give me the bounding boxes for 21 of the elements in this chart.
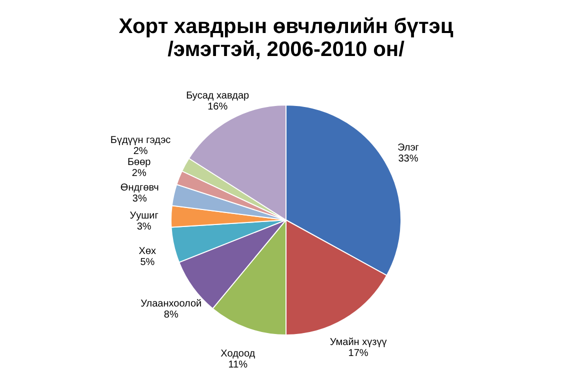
slice-label: Хөх <box>138 246 156 257</box>
slice-label: Өндгөвч <box>120 182 159 194</box>
slice-label: Ходоод <box>220 348 256 360</box>
slice-label: Уушиг <box>130 210 159 222</box>
data-label: 11% <box>228 360 248 371</box>
data-label: 5% <box>140 256 155 268</box>
chart-title: Хорт хавдрын өвчлөлийн бүтэц /эмэгтэй, 2006-2010 он/ <box>118 15 454 61</box>
data-label: 16% <box>208 102 228 113</box>
slice-label: Умайн хүзүү <box>330 337 387 348</box>
slice-label: Элэг <box>398 142 420 154</box>
data-label: 3% <box>136 222 152 233</box>
slice-label: Бөөр <box>127 156 152 168</box>
data-label: 2% <box>133 146 148 158</box>
slice-label: Улаанхоолой <box>140 298 202 310</box>
data-label: 3% <box>132 193 147 204</box>
data-label: 33% <box>398 154 418 165</box>
data-label: 17% <box>348 348 368 360</box>
slice-label: Бусад хавдар <box>186 90 250 102</box>
data-label: 8% <box>164 309 178 320</box>
data-label: 2% <box>132 168 146 179</box>
slice-label: Бүдүүн гэдэс <box>110 135 171 146</box>
